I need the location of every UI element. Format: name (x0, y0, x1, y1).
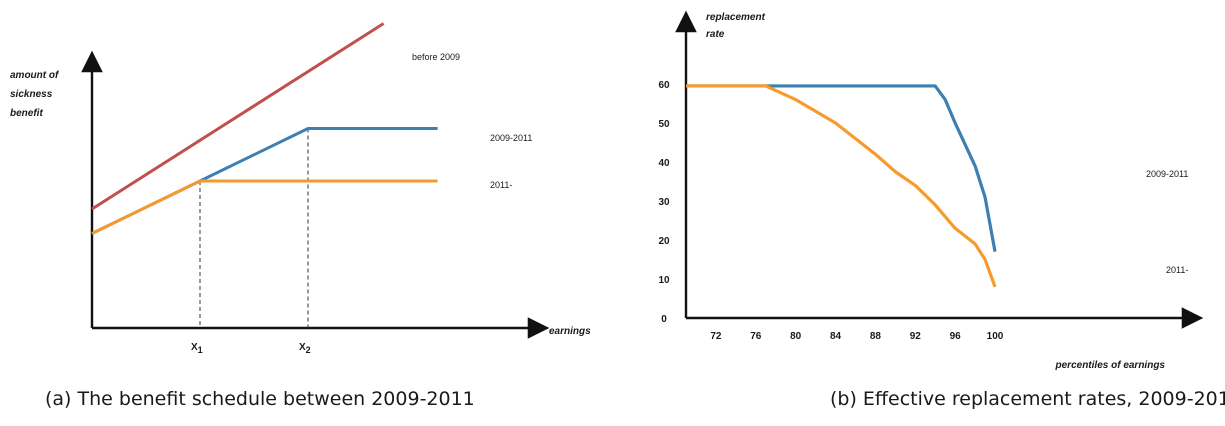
series-line-2009-2011 (686, 84, 997, 252)
series-line-before-2009 (91, 22, 385, 211)
series-label-2009-2011: 2009-2011 (1146, 169, 1188, 179)
y-tick-40: 40 (658, 158, 670, 169)
benefit-schedule-chart: amount of sickness benefit earnings X1 X2… (10, 22, 591, 355)
y-tick-0: 0 (661, 314, 667, 325)
x-tick-76: 76 (750, 331, 762, 342)
caption-b: (b) Effective replacement rates, 2009-20… (830, 388, 1225, 410)
y-axis-label-b-line1: replacement (706, 12, 766, 23)
series-label-before-2009: before 2009 (412, 52, 460, 62)
x-marker-x1: X1 (191, 342, 203, 355)
series-line-2011 (91, 179, 438, 235)
series-line-2011 (686, 84, 997, 288)
chart-figure: amount of sickness benefit earnings X1 X2… (10, 10, 1204, 371)
x-marker-x2: X2 (299, 342, 311, 355)
x-tick-88: 88 (870, 331, 882, 342)
x-tick-80: 80 (790, 331, 802, 342)
y-tick-10: 10 (658, 275, 670, 286)
y-axis-label-b-line2: rate (706, 29, 725, 40)
x-axis-label-b: percentiles of earnings (1055, 360, 1166, 371)
y-axis-label-a-line3: benefit (10, 108, 43, 119)
x-tick-100: 100 (987, 331, 1004, 342)
series-label-2009-2011: 2009-2011 (490, 133, 532, 143)
caption-a: (a) The benefit schedule between 2009-20… (45, 388, 475, 410)
y-tick-30: 30 (658, 197, 670, 208)
x-tick-84: 84 (830, 331, 842, 342)
replacement-rate-chart: replacement rate percentiles of earnings… (658, 10, 1204, 371)
series-label-2011: 2011- (490, 180, 512, 190)
y-tick-60: 60 (658, 80, 670, 91)
x-tick-72: 72 (710, 331, 722, 342)
y-axis-label-a-line2: sickness (10, 89, 53, 100)
series-label-2011: 2011- (1166, 265, 1188, 275)
x-axis-label-a: earnings (549, 326, 591, 337)
x-tick-96: 96 (950, 331, 962, 342)
y-tick-20: 20 (658, 236, 670, 247)
y-tick-50: 50 (658, 119, 670, 130)
y-axis-label-a-line1: amount of (10, 70, 60, 81)
x-tick-92: 92 (910, 331, 922, 342)
